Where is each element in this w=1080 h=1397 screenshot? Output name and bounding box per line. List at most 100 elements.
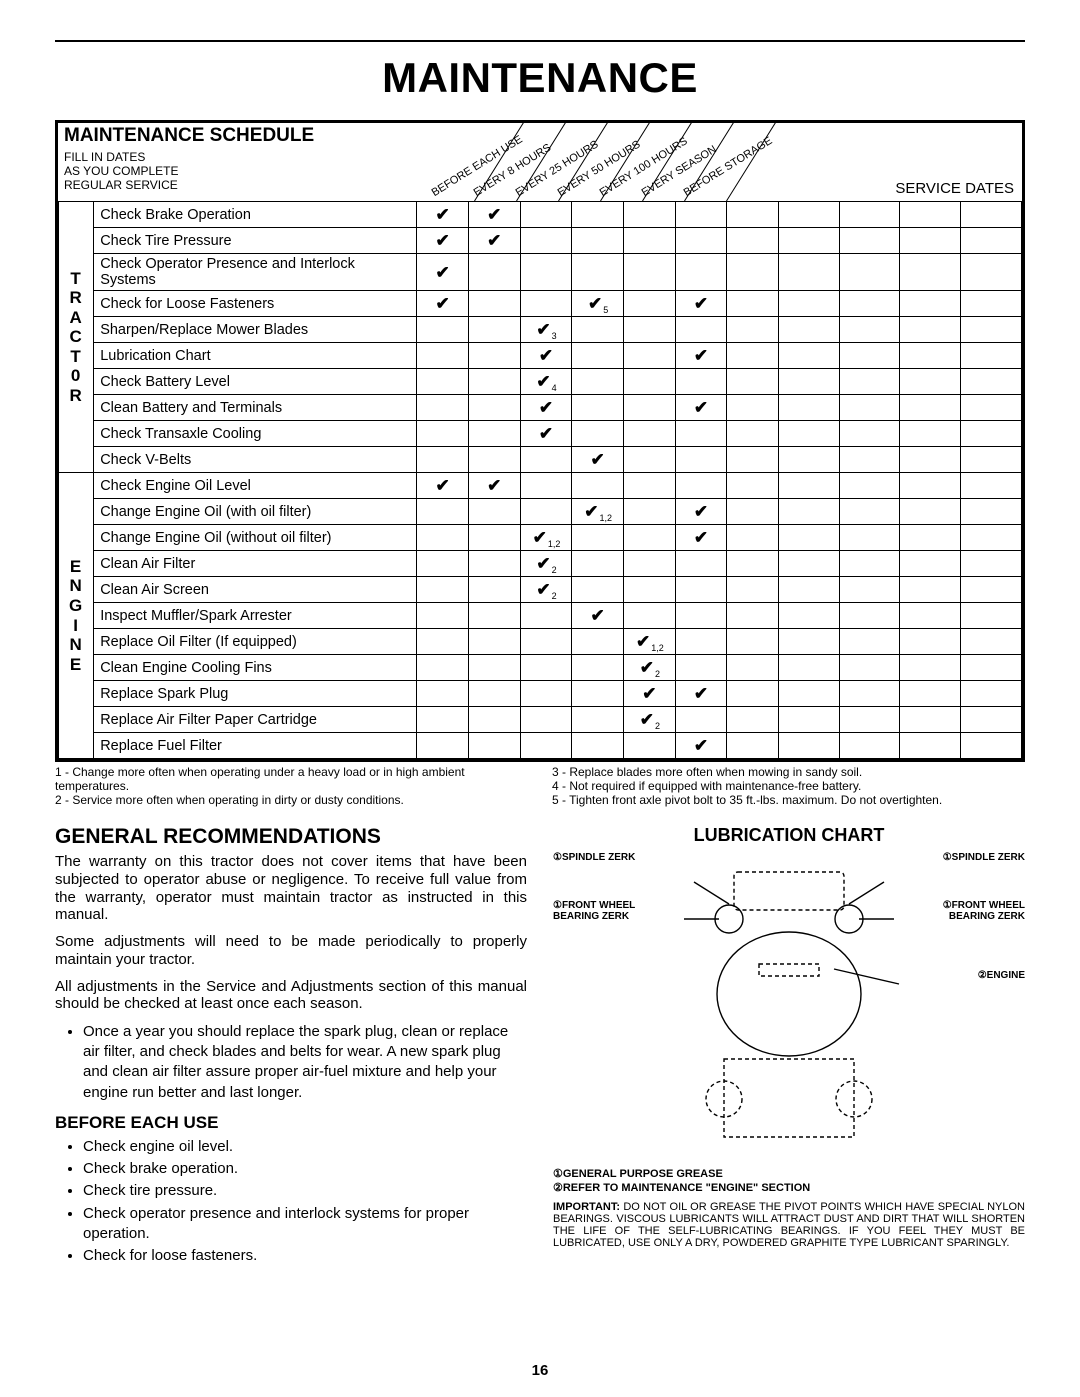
- check-cell: [468, 369, 520, 395]
- service-date-cell: [839, 499, 900, 525]
- service-date-cell: [779, 254, 840, 291]
- footnote: 4 - Not required if equipped with mainte…: [552, 780, 1025, 794]
- lube-important-note: IMPORTANT: DO NOT OIL OR GREASE THE PIVO…: [553, 1201, 1025, 1249]
- task-cell: Check Brake Operation: [94, 202, 417, 228]
- task-cell: Check Battery Level: [94, 369, 417, 395]
- task-cell: Replace Oil Filter (If equipped): [94, 629, 417, 655]
- check-cell: [520, 254, 572, 291]
- check-cell: [675, 447, 727, 473]
- label-spindle-right: ①SPINDLE ZERK: [935, 852, 1025, 863]
- list-item: Check brake operation.: [83, 1159, 527, 1179]
- service-date-cell: [961, 254, 1022, 291]
- check-cell: [417, 655, 469, 681]
- table-row: Replace Oil Filter (If equipped)1,2: [59, 629, 1022, 655]
- service-dates-label: SERVICE DATES: [895, 180, 1014, 197]
- check-cell: [675, 473, 727, 499]
- check-cell: [623, 551, 675, 577]
- check-cell: [623, 369, 675, 395]
- check-cell: [727, 447, 779, 473]
- check-cell: [623, 202, 675, 228]
- check-cell: [520, 499, 572, 525]
- service-date-cell: [961, 343, 1022, 369]
- check-cell: [675, 681, 727, 707]
- service-date-cell: [900, 499, 961, 525]
- check-cell: [417, 603, 469, 629]
- check-cell: [520, 202, 572, 228]
- service-date-cell: [961, 707, 1022, 733]
- general-recommendations-heading: GENERAL RECOMMENDATIONS: [55, 825, 527, 849]
- left-column: GENERAL RECOMMENDATIONS The warranty on …: [55, 819, 527, 1268]
- check-cell: [675, 629, 727, 655]
- service-date-cell: [839, 317, 900, 343]
- service-date-cell: [900, 525, 961, 551]
- task-cell: Check Engine Oil Level: [94, 473, 417, 499]
- service-date-cell: [779, 343, 840, 369]
- task-cell: Check Operator Presence and Interlock Sy…: [94, 254, 417, 291]
- check-cell: [520, 733, 572, 759]
- check-cell: [727, 577, 779, 603]
- task-cell: Check Tire Pressure: [94, 228, 417, 254]
- task-cell: Check for Loose Fasteners: [94, 291, 417, 317]
- table-row: Replace Fuel Filter: [59, 733, 1022, 759]
- check-cell: [520, 447, 572, 473]
- schedule-header: MAINTENANCE SCHEDULE FILL IN DATES AS YO…: [58, 123, 1022, 201]
- check-cell: [727, 395, 779, 421]
- check-cell: [417, 228, 469, 254]
- check-cell: [468, 447, 520, 473]
- schedule-footnotes: 1 - Change more often when operating und…: [55, 766, 1025, 807]
- service-date-cell: [900, 202, 961, 228]
- service-date-cell: [839, 551, 900, 577]
- service-date-cell: [779, 421, 840, 447]
- service-date-cell: [900, 395, 961, 421]
- service-date-cell: [961, 395, 1022, 421]
- service-date-cell: [961, 603, 1022, 629]
- table-row: Inspect Muffler/Spark Arrester: [59, 603, 1022, 629]
- check-cell: [572, 228, 624, 254]
- check-cell: [623, 577, 675, 603]
- check-cell: 2: [520, 577, 572, 603]
- service-date-cell: [900, 228, 961, 254]
- check-cell: [727, 655, 779, 681]
- service-date-cell: [779, 629, 840, 655]
- check-cell: [572, 473, 624, 499]
- check-cell: [623, 733, 675, 759]
- service-date-cell: [900, 707, 961, 733]
- table-row: Check V-Belts: [59, 447, 1022, 473]
- task-cell: Change Engine Oil (without oil filter): [94, 525, 417, 551]
- category-label: TRACT0R: [59, 202, 94, 473]
- check-cell: [468, 733, 520, 759]
- check-cell: [623, 473, 675, 499]
- check-cell: [468, 551, 520, 577]
- check-cell: 3: [520, 317, 572, 343]
- check-cell: [623, 681, 675, 707]
- check-cell: [675, 369, 727, 395]
- check-cell: [520, 395, 572, 421]
- check-cell: [417, 202, 469, 228]
- label-spindle-left: ①SPINDLE ZERK: [553, 852, 643, 863]
- check-cell: 2: [520, 551, 572, 577]
- lubrication-diagram: ①SPINDLE ZERK ①SPINDLE ZERK ①FRONT WHEEL…: [553, 852, 1025, 1162]
- service-date-cell: [839, 473, 900, 499]
- table-row: Clean Engine Cooling Fins2: [59, 655, 1022, 681]
- service-date-cell: [779, 603, 840, 629]
- check-cell: 5: [572, 291, 624, 317]
- footnote: 2 - Service more often when operating in…: [55, 794, 528, 808]
- service-date-cell: [961, 629, 1022, 655]
- service-date-cell: [839, 629, 900, 655]
- table-row: Check for Loose Fasteners 5: [59, 291, 1022, 317]
- check-cell: [675, 733, 727, 759]
- service-date-cell: [839, 707, 900, 733]
- service-date-cell: [900, 655, 961, 681]
- table-row: Sharpen/Replace Mower Blades3: [59, 317, 1022, 343]
- check-cell: 1,2: [520, 525, 572, 551]
- schedule-subtext: FILL IN DATES AS YOU COMPLETE REGULAR SE…: [64, 151, 314, 192]
- table-row: Replace Air Filter Paper Cartridge2: [59, 707, 1022, 733]
- check-cell: [417, 681, 469, 707]
- task-cell: Clean Battery and Terminals: [94, 395, 417, 421]
- service-date-cell: [900, 317, 961, 343]
- service-date-cell: [900, 551, 961, 577]
- service-date-cell: [900, 473, 961, 499]
- check-cell: [468, 228, 520, 254]
- check-cell: [675, 202, 727, 228]
- service-date-cell: [900, 254, 961, 291]
